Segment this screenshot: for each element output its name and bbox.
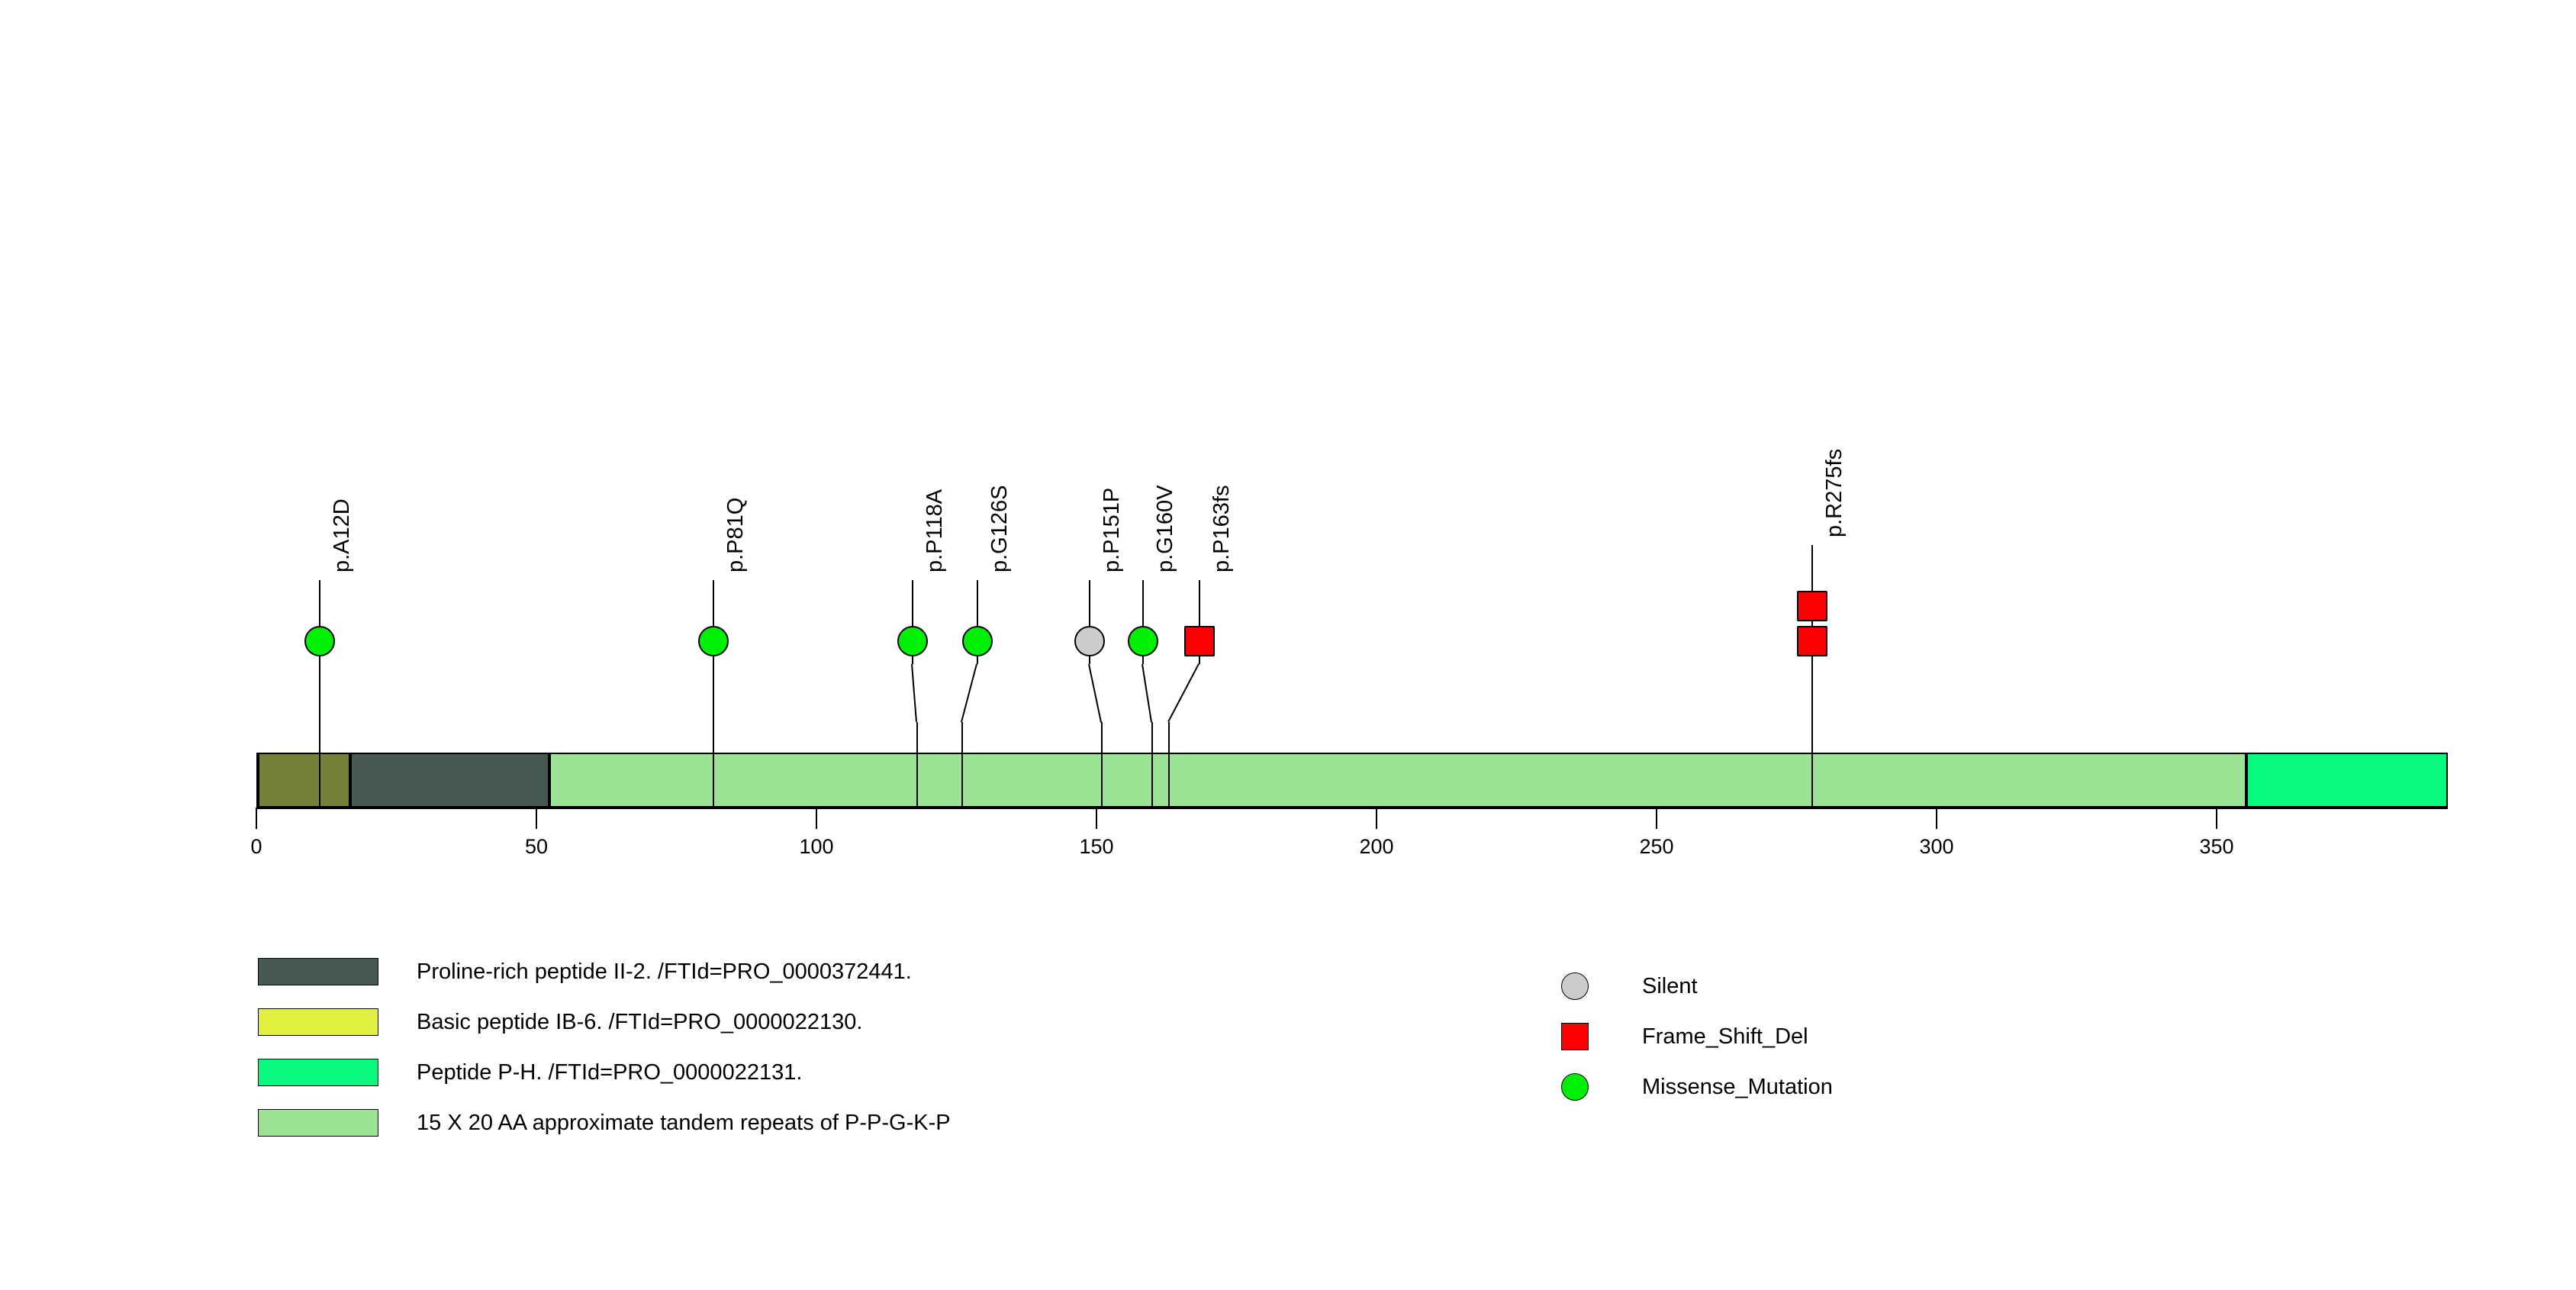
domain-segment [549,754,2246,806]
mutation-label: p.A12D [330,498,354,572]
mutation-label: p.P118A [923,489,947,572]
domain-legend-label: 15 X 20 AA approximate tandem repeats of… [417,1110,951,1135]
axis-tick-label: 50 [524,835,549,858]
axis-tick-label: 250 [1639,835,1674,858]
lollipop-stem [977,580,978,626]
axis-tick [1656,808,1657,829]
domain-segment [258,754,351,806]
axis-tick [1096,808,1097,829]
axis-tick [256,808,257,829]
domain-legend-swatch [258,958,378,985]
mutation-label: p.R275fs [1822,448,1847,537]
mutation-marker[interactable] [897,626,928,656]
axis-tick-label: 300 [1919,835,1954,858]
lollipop-stem-connector [1141,664,1152,723]
variant-legend-item: Missense_Mutation [1561,1073,1833,1101]
lollipop-stem [961,722,963,808]
variant-legend-label: Frame_Shift_Del [1642,1024,1808,1049]
axis-tick [1936,808,1937,829]
domain-legend-label: Peptide P-H. /FTId=PRO_0000022131. [417,1059,803,1085]
variant-legend-swatch [1561,972,1589,1000]
variant-legend-label: Silent [1642,973,1698,998]
axis-tick-label: 200 [1359,835,1394,858]
lollipop-stem [1199,580,1200,626]
lollipop-stem [713,580,714,626]
axis-tick [1376,808,1377,829]
axis-tick [536,808,537,829]
domain-legend-swatch [258,1008,378,1036]
mutation-marker[interactable] [1184,626,1215,656]
mutation-marker[interactable] [962,626,993,656]
lollipop-stem-connector [961,663,977,722]
mutation-marker[interactable] [1128,626,1158,656]
lollipop-stem [319,722,320,808]
variant-legend-swatch [1561,1023,1589,1050]
variant-legend-item: Frame_Shift_Del [1561,1023,1808,1050]
lollipop-stem [1089,580,1090,626]
mutation-marker[interactable] [1797,626,1827,656]
lollipop-stem [713,664,714,722]
mutation-marker[interactable] [698,626,729,656]
axis-tick-label: 350 [2199,835,2234,858]
axis-tick-label: 0 [250,835,262,858]
lollipop-stem [319,580,320,626]
lollipop-stem [1151,722,1153,808]
axis-tick-label: 150 [1079,835,1114,858]
mutation-label: p.P151P [1100,487,1124,572]
lollipop-stem [916,722,918,808]
domain-legend-label: Proline-rich peptide II-2. /FTId=PRO_000… [417,959,912,984]
protein-domain-track [256,753,2448,808]
domain-legend-item: Peptide P-H. /FTId=PRO_0000022131. [258,1059,802,1086]
axis-tick [816,808,817,829]
lollipop-stem-connector [911,664,917,723]
variant-legend-item: Silent [1561,972,1698,1000]
domain-legend-item: Proline-rich peptide II-2. /FTId=PRO_000… [258,958,912,985]
x-axis-line [256,808,2448,809]
lollipop-stem [912,580,913,626]
variant-legend-swatch [1561,1073,1589,1101]
lollipop-stem [1142,580,1144,626]
domain-segment [350,754,549,806]
lollipop-stem [1811,545,1813,591]
mutation-marker[interactable] [1797,591,1827,621]
lollipop-stem-connector [1167,663,1199,722]
mutation-label: p.P163fs [1209,485,1234,572]
lollipop-stem [1101,722,1103,808]
lollipop-stem [713,722,714,808]
lollipop-stem [319,664,320,722]
mutation-marker[interactable] [304,626,335,656]
mutation-label: p.G160V [1153,485,1177,572]
mutation-label: p.P81Q [723,497,748,572]
domain-legend-label: Basic peptide IB-6. /FTId=PRO_0000022130… [417,1009,863,1034]
variant-legend-label: Missense_Mutation [1642,1074,1833,1099]
domain-legend-swatch [258,1059,378,1086]
lollipop-stem-connector [1088,664,1102,723]
domain-segment [2246,754,2448,806]
lollipop-stem [1811,664,1813,722]
axis-tick [2216,808,2217,829]
lollipop-stem [1811,722,1813,808]
domain-legend-item: 15 X 20 AA approximate tandem repeats of… [258,1109,951,1137]
mutation-marker[interactable] [1074,626,1105,656]
domain-legend-swatch [258,1109,378,1137]
domain-legend-item: Basic peptide IB-6. /FTId=PRO_0000022130… [258,1008,862,1036]
lollipop-stem [1168,722,1170,808]
mutation-label: p.G126S [987,485,1012,572]
axis-tick-label: 100 [799,835,834,858]
